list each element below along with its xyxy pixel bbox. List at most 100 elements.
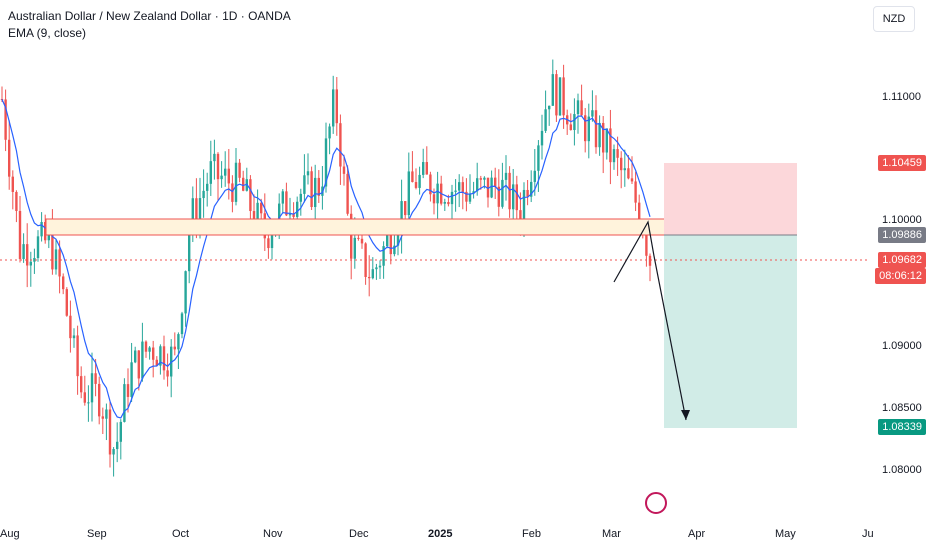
candle-body [227,168,230,184]
candle-body [548,105,551,110]
candle-body [494,177,497,187]
symbol-title: Australian Dollar / New Zealand Dollar ·… [8,9,291,23]
candle-body [15,191,18,211]
candle-body [288,214,292,216]
candle-body [26,244,29,266]
candle-body [555,74,558,116]
candle-body [501,179,504,207]
candle-body [11,176,14,192]
candle-body [612,149,616,163]
candle-body [378,265,382,268]
candle-body [476,178,479,192]
candle-body [220,175,223,180]
candle-body [51,229,54,270]
candle-body [465,191,468,202]
time-label: Mar [602,528,621,540]
candle-body [65,289,68,316]
candle-body [242,177,245,191]
time-label: Ju [862,528,874,540]
candle-body [292,214,295,217]
candle-body [436,183,439,204]
candle-body [508,172,511,210]
candle-body [141,341,144,379]
candle-body [407,171,410,216]
candle-body [569,124,572,131]
time-label: Feb [522,528,541,540]
candle-body [627,168,630,179]
time-label: Dec [349,528,369,540]
candle-body [623,168,626,171]
candle-body [558,77,562,116]
candle-body [8,139,11,177]
price-tick: 1.10000 [882,214,922,226]
candle-body [432,194,436,204]
candle-body [123,384,126,422]
candle-body [33,257,36,262]
chart-legend: Australian Dollar / New Zealand Dollar ·… [8,8,291,42]
candle-body [126,384,130,397]
candle-body [310,171,313,208]
candle-body [458,182,461,191]
candle-body [472,191,475,194]
candle-body [461,182,464,192]
candle-body [267,238,270,249]
candle-body [36,236,40,258]
candle-body [648,255,652,266]
time-label: Apr [688,528,706,540]
candle-body [346,173,349,214]
candle-body [342,166,346,174]
candle-body [285,191,288,216]
price-tick: 1.11000 [882,91,921,103]
candle-body [368,276,371,279]
candle-body [94,373,97,384]
candle-body [576,100,580,115]
candle-body [490,177,493,198]
candle-body [634,181,637,203]
trend-drawing [613,220,687,421]
candle-body [598,122,601,148]
candle-body [602,122,605,153]
candle-body [173,346,176,350]
candle-body [159,346,162,366]
candle-body [414,182,418,188]
candle-body [411,171,414,183]
tradingview-flash-icon[interactable] [645,492,667,514]
candle-body [396,234,400,246]
candle-body [18,210,22,259]
candle-body [386,233,389,247]
candle-body [526,189,529,197]
candle-body [486,177,490,198]
candle-body [454,190,457,192]
candle-body [483,177,486,180]
candle-body [148,347,151,352]
candle-body [425,162,428,175]
ema-line [1,99,651,419]
candle-body [155,359,158,366]
candle-body [540,130,544,146]
candle-body [645,235,648,256]
candle-body [234,162,238,202]
candle-body [80,376,83,393]
candle-body [162,346,166,371]
candle-body [587,116,590,142]
candle-body [512,184,515,210]
countdown-badge: 08:06:12 [875,268,926,284]
candle-body [238,162,241,178]
candle-body [303,175,306,194]
candle-body [249,179,252,212]
candle-body [332,89,335,127]
candle-body [522,189,526,224]
candle-body [206,183,209,191]
candle-body [468,193,472,202]
candle-body [209,161,212,184]
currency-button[interactable]: NZD [873,6,915,32]
candle-body [87,402,90,404]
candle-body [530,181,533,197]
candle-body [328,126,331,139]
candle-body [108,409,112,455]
target-price-badge: 1.08339 [878,419,926,435]
candle-body [360,238,364,244]
candle-body [443,202,446,204]
